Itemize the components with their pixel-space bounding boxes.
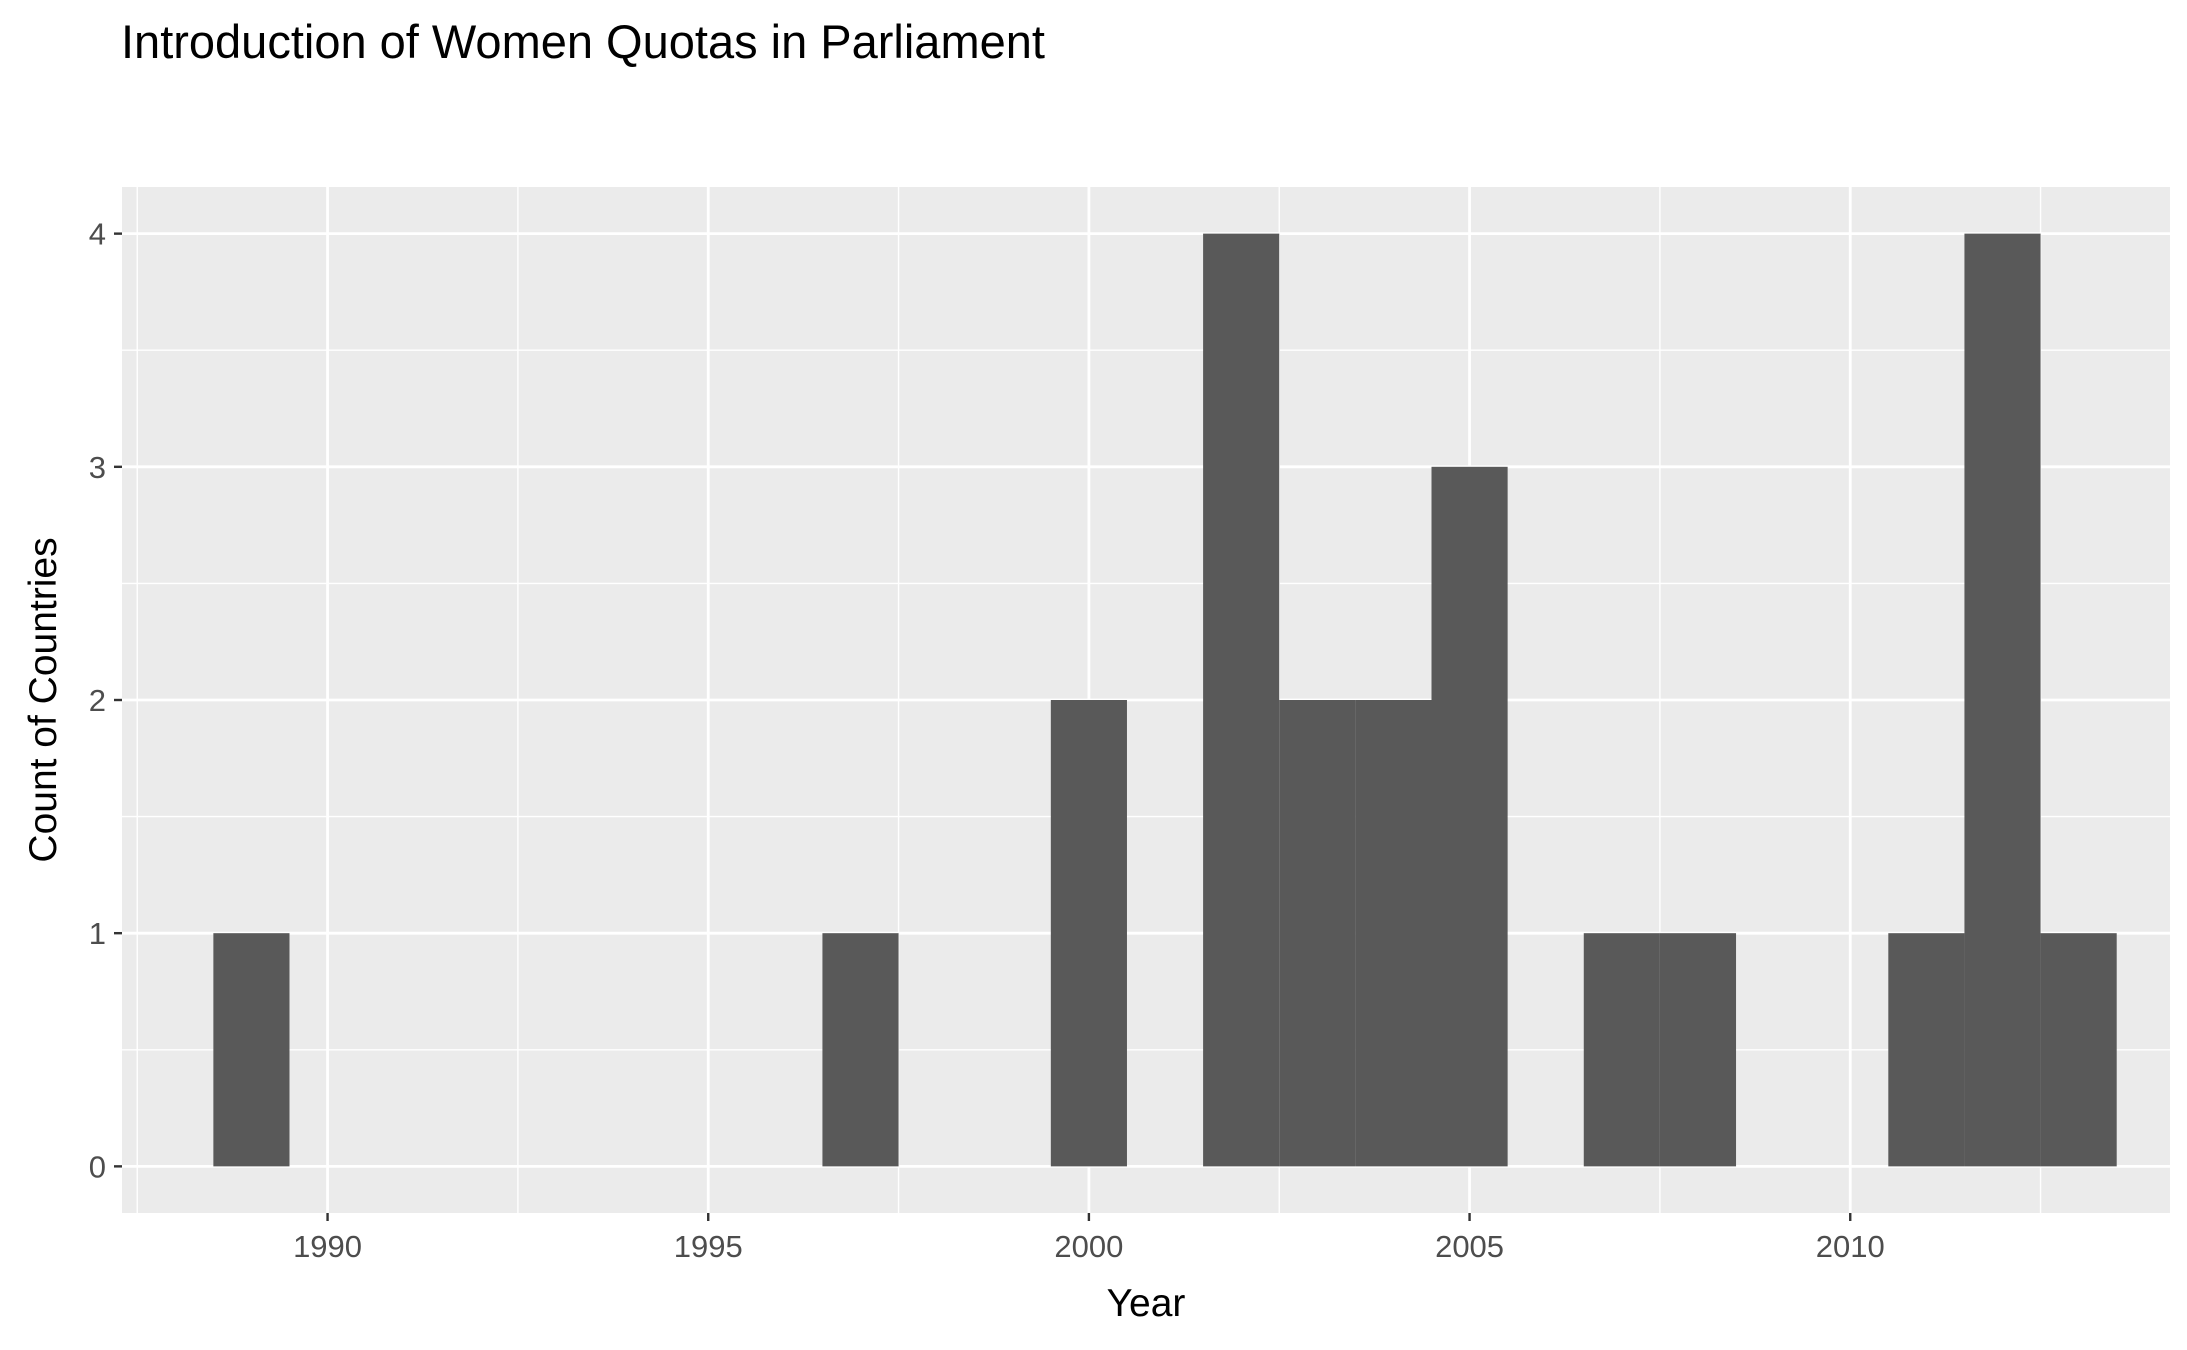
bars bbox=[213, 233, 2117, 1167]
bar-2000 bbox=[1050, 700, 1127, 1167]
y-tick-label: 3 bbox=[89, 450, 106, 485]
x-tick-label: 2010 bbox=[1816, 1229, 1885, 1264]
x-tick-label: 2005 bbox=[1435, 1229, 1504, 1264]
major-gridlines bbox=[122, 187, 2170, 1213]
y-tick-label: 1 bbox=[89, 916, 106, 951]
x-axis: 1990 1995 2000 2005 2010 bbox=[293, 1213, 1885, 1264]
x-tick-label: 1995 bbox=[674, 1229, 743, 1264]
bar-2003 bbox=[1279, 700, 1356, 1167]
y-tick-label: 0 bbox=[89, 1149, 106, 1184]
bar-2004 bbox=[1355, 700, 1432, 1167]
y-axis: 0 1 2 3 4 bbox=[89, 217, 122, 1184]
bar-2002 bbox=[1203, 233, 1280, 1167]
bar-2012 bbox=[1964, 233, 2041, 1167]
chart-title: Introduction of Women Quotas in Parliame… bbox=[121, 15, 1045, 68]
x-tick-label: 2000 bbox=[1054, 1229, 1123, 1264]
bar-2011 bbox=[1888, 933, 1965, 1167]
y-tick-label: 2 bbox=[89, 683, 106, 718]
bar-1989 bbox=[213, 933, 290, 1167]
y-tick-label: 4 bbox=[89, 217, 106, 252]
bar-2008 bbox=[1659, 933, 1737, 1167]
y-axis-title: Count of Countries bbox=[22, 537, 65, 862]
bar-1997 bbox=[822, 933, 899, 1167]
bar-2005 bbox=[1431, 466, 1508, 1167]
x-axis-title: Year bbox=[1107, 1282, 1186, 1325]
bar-2013 bbox=[2040, 933, 2117, 1167]
bar-2007 bbox=[1583, 933, 1660, 1167]
x-tick-label: 1990 bbox=[293, 1229, 362, 1264]
